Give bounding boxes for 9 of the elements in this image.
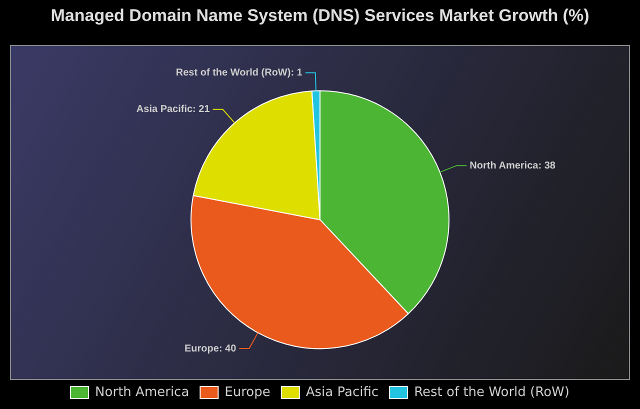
legend-label: Europe (224, 384, 270, 400)
legend-label: Rest of the World (RoW) (414, 384, 570, 400)
chart-title: Managed Domain Name System (DNS) Services Market Growth (%) (50, 6, 590, 25)
legend-label: Asia Pacific (306, 384, 379, 400)
legend-label: North America (95, 384, 190, 400)
data-label: Rest of the World (RoW): 1 (176, 68, 303, 79)
data-label: North America: 38 (470, 160, 556, 172)
data-label: Europe: 40 (184, 343, 237, 354)
data-label: Asia Pacific: 21 (136, 104, 210, 116)
